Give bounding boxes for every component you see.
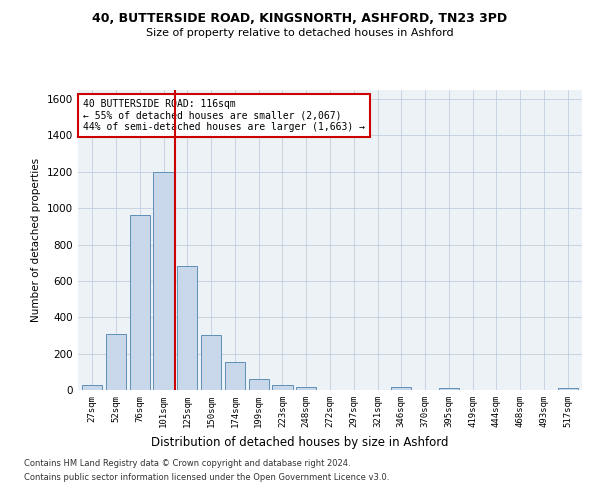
Bar [106,334,126,390]
Text: Contains public sector information licensed under the Open Government Licence v3: Contains public sector information licen… [24,474,389,482]
Bar [177,266,197,390]
Bar [225,362,245,390]
Text: Distribution of detached houses by size in Ashford: Distribution of detached houses by size … [151,436,449,449]
Bar [154,172,173,390]
Y-axis label: Number of detached properties: Number of detached properties [31,158,41,322]
Bar [391,388,412,390]
Bar [130,216,150,390]
Bar [248,379,269,390]
Text: 40 BUTTERSIDE ROAD: 116sqm
← 55% of detached houses are smaller (2,067)
44% of s: 40 BUTTERSIDE ROAD: 116sqm ← 55% of deta… [83,99,365,132]
Bar [82,384,103,390]
Text: Size of property relative to detached houses in Ashford: Size of property relative to detached ho… [146,28,454,38]
Text: 40, BUTTERSIDE ROAD, KINGSNORTH, ASHFORD, TN23 3PD: 40, BUTTERSIDE ROAD, KINGSNORTH, ASHFORD… [92,12,508,26]
Bar [272,386,293,390]
Bar [557,388,578,390]
Bar [201,336,221,390]
Bar [439,388,459,390]
Text: Contains HM Land Registry data © Crown copyright and database right 2024.: Contains HM Land Registry data © Crown c… [24,458,350,468]
Bar [296,388,316,390]
